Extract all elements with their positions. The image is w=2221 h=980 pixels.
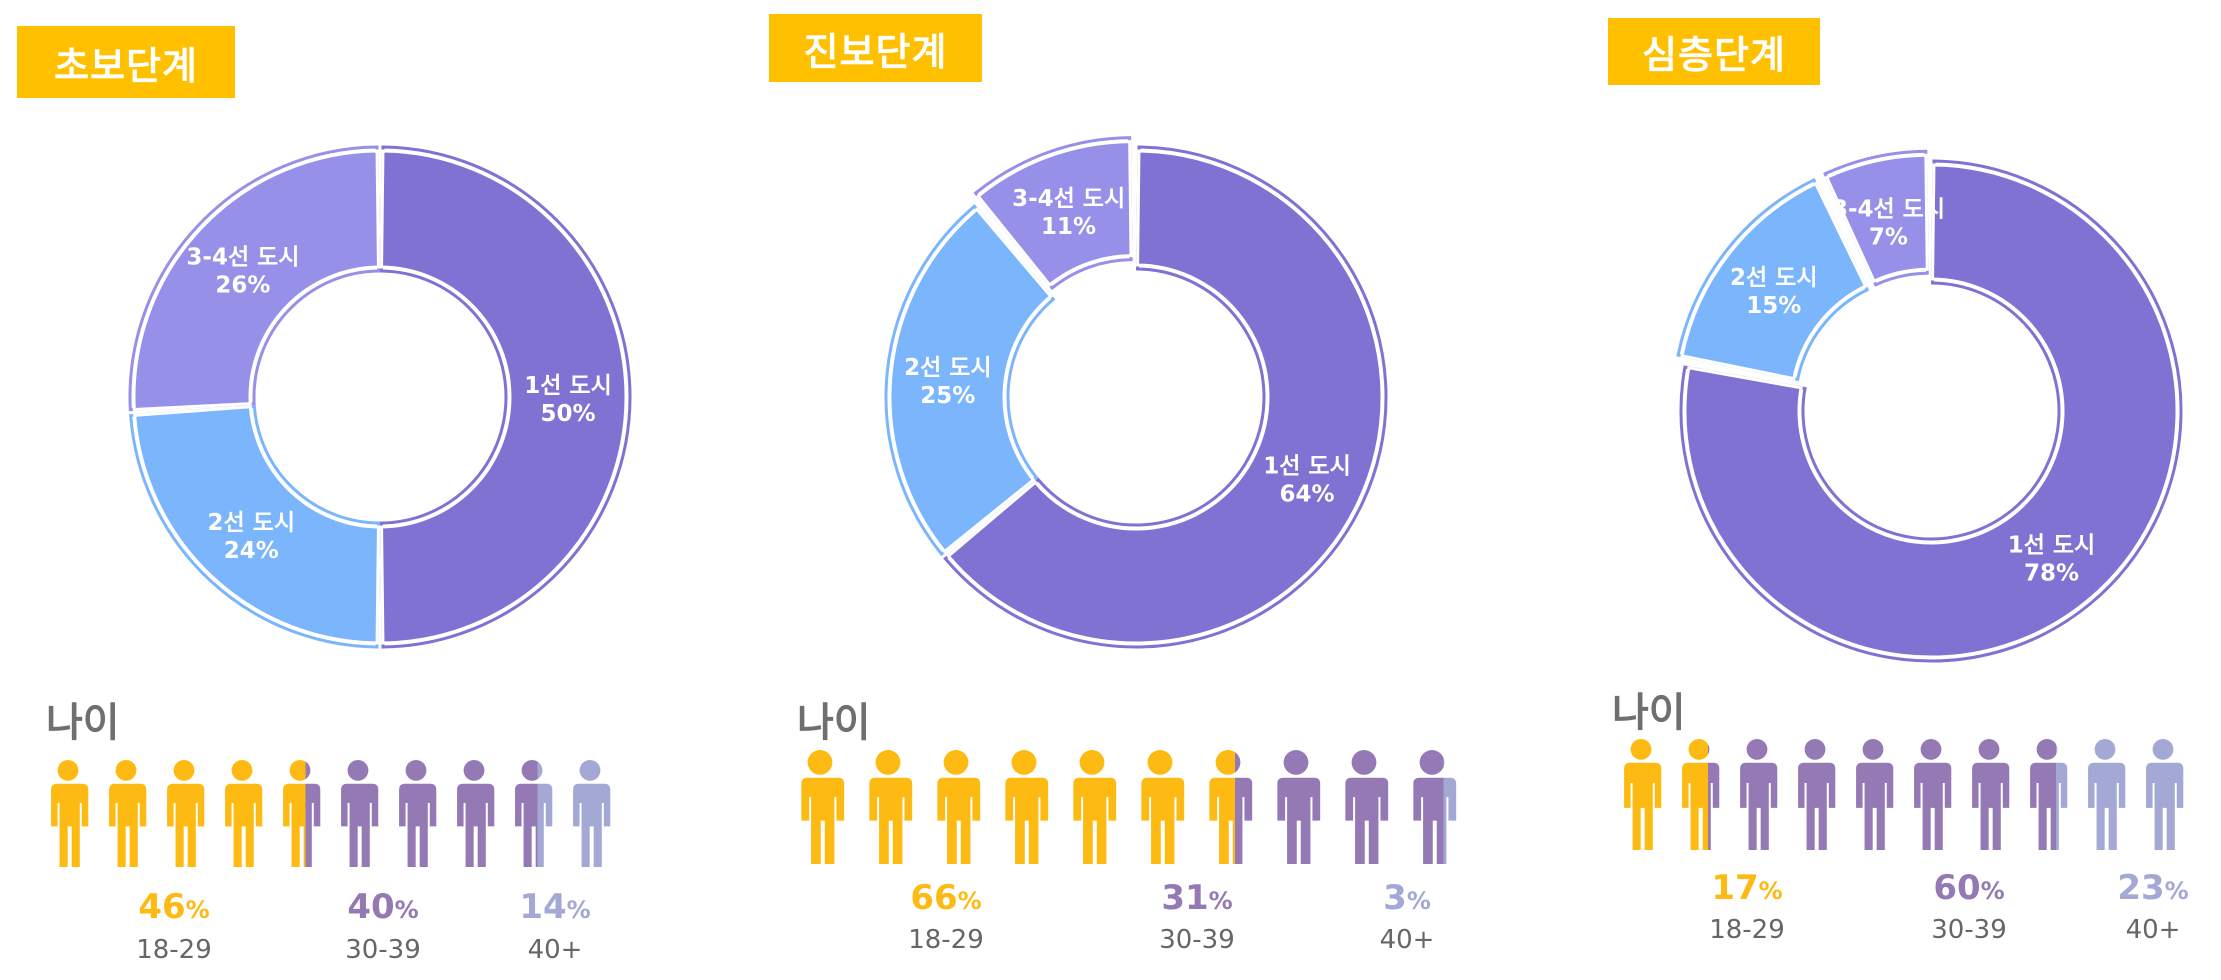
age-range-label: 30-39 [345,935,421,965]
age-title-advanced: 나이 [797,700,871,746]
donut-slice [1676,177,1870,382]
slice-label: 1선 도시 [524,373,612,399]
age-pictogram-2: 66% 18-29 31% 30-39 3% 40+ [801,750,1457,955]
person-icon [1209,750,1253,864]
age-title-deep: 나이 [1612,690,1686,736]
age-percent: 40% [347,887,418,927]
age-percent: 60% [1933,868,2004,908]
slice-label: 1선 도시 [2008,533,2096,559]
age-pictogram-3: 17% 18-29 60% 30-39 23% 40+ [1624,739,2189,945]
donut-slice [128,145,381,412]
age-percent: 23% [2117,868,2188,908]
slice-label: 3-4선 도시 [1012,186,1125,212]
person-icon [283,759,321,867]
age-title-beginner: 나이 [46,700,120,746]
slice-label: 3-4선 도시 [186,244,299,270]
person-icon [109,760,147,867]
donut-slice [884,204,1056,557]
person-icon [167,760,205,867]
age-percent: 46% [138,887,209,927]
donut-slice [1679,159,2183,663]
age-percent: 31% [1161,878,1232,918]
slice-value-label: 64% [1279,481,1334,507]
person-icon [515,760,553,867]
person-icon [937,750,981,864]
age-range-label: 30-39 [1931,915,2007,945]
donut-slice [943,145,1388,649]
age-range-label: 40+ [2126,915,2181,945]
age-range-label: 40+ [1380,925,1435,955]
slice-label: 3-4선 도시 [1832,197,1945,223]
donut-slice [1823,149,1929,287]
slice-value-label: 26% [215,272,270,298]
person-icon [1682,739,1720,850]
stage-title-deep: 심층단계 [1608,18,1820,85]
person-icon [2030,739,2068,850]
person-icon [51,760,89,867]
person-icon [2146,739,2184,850]
person-icon [1141,750,1185,864]
age-range-label: 18-29 [136,935,212,965]
age-range-label: 18-29 [908,925,984,955]
slice-label: 2선 도시 [904,355,992,381]
age-range-label: 40+ [528,935,583,965]
donut-slice [973,136,1133,291]
slice-value-label: 50% [540,401,595,427]
person-icon [2088,739,2126,850]
slice-value-label: 15% [1746,293,1801,319]
donut-slice [379,145,632,649]
person-icon [1798,739,1836,850]
person-icon [573,760,611,867]
slice-label: 2선 도시 [208,510,296,536]
person-icon [1972,739,2010,850]
person-icon [1005,750,1049,864]
slice-label: 1선 도시 [1263,453,1351,479]
slice-value-label: 11% [1041,214,1096,240]
person-icon [1856,739,1894,850]
person-icon [1413,750,1457,864]
person-icon [341,760,379,867]
person-icon [457,760,495,867]
age-percent: 66% [910,878,981,918]
stage-title-beginner: 초보단계 [17,26,235,98]
person-icon [399,760,437,867]
slice-label: 2선 도시 [1730,265,1818,291]
person-icon [1277,750,1321,864]
person-icon [225,760,263,867]
person-icon [869,750,913,864]
stage-title-advanced: 진보단계 [769,14,982,82]
age-pictogram-1: 46% 18-29 40% 30-39 14% 40+ [51,759,611,965]
donut-slice [129,404,381,649]
age-percent: 17% [1711,868,1782,908]
age-percent: 3% [1383,878,1431,918]
slice-value-label: 25% [920,383,975,409]
age-range-label: 30-39 [1159,925,1235,955]
person-icon [1624,739,1662,850]
slice-value-label: 78% [2024,561,2079,587]
age-range-label: 18-29 [1709,915,1785,945]
person-icon [1914,739,1952,850]
slice-value-label: 7% [1869,225,1908,251]
person-icon [801,750,845,864]
age-percent: 14% [519,887,590,927]
person-icon [1345,750,1389,864]
person-icon [1740,739,1778,850]
slice-value-label: 24% [224,538,279,564]
person-icon [1073,750,1117,864]
